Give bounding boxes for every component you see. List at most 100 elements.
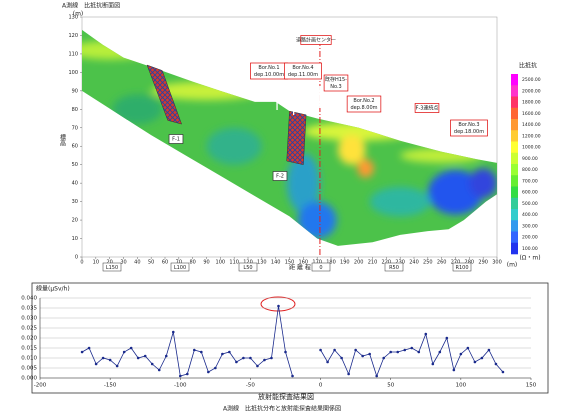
x-tick-label: 0 xyxy=(319,383,323,389)
y-tick-label: 60 xyxy=(72,144,78,150)
y-tick-label: 0.040 xyxy=(21,296,37,302)
y-tick-label: 0.025 xyxy=(21,326,37,332)
data-point xyxy=(326,361,329,364)
colorbar-swatch xyxy=(511,74,518,86)
data-point xyxy=(432,363,435,366)
colorbar-swatch xyxy=(511,175,518,187)
resistivity-zone xyxy=(400,148,483,163)
y-tick-label: 0.005 xyxy=(21,366,37,372)
x-tick-label: 40 xyxy=(134,260,140,266)
annotation-text: Bor.No.2 xyxy=(353,98,374,104)
y-tick-label: 130 xyxy=(68,15,78,21)
x-tick-label: 30 xyxy=(120,260,126,266)
colorbar-label: 1400.00 xyxy=(522,122,541,128)
data-point xyxy=(474,361,477,364)
data-point xyxy=(144,355,147,358)
line-title: 放射能探査結果図 xyxy=(258,392,314,401)
y-tick-label: 70 xyxy=(72,125,78,131)
data-point xyxy=(375,375,378,378)
data-point xyxy=(172,331,175,334)
colorbar-swatch xyxy=(511,164,518,176)
x-tick-label: 260 xyxy=(437,260,447,266)
colorbar-label: 700.00 xyxy=(522,178,538,184)
station-label: R100 xyxy=(455,265,468,271)
annotation-text: Bor.No.1 xyxy=(258,65,279,71)
data-point xyxy=(488,349,491,352)
colorbar-label: 100.00 xyxy=(522,246,538,252)
x-tick-label: 290 xyxy=(478,260,488,266)
data-point xyxy=(277,305,280,308)
y-label: 標高 xyxy=(59,133,66,147)
y-tick-label: 30 xyxy=(72,199,78,205)
colorbar-label: 300.00 xyxy=(522,223,538,229)
data-point xyxy=(130,347,133,350)
annotation-text: 道路計画センター xyxy=(296,37,336,44)
data-point xyxy=(502,371,505,374)
data-point xyxy=(137,357,140,360)
data-point xyxy=(228,351,231,354)
x-tick-label: -50 xyxy=(246,383,255,389)
x-tick-label: 300 xyxy=(492,260,502,266)
colorbar-label: 500.00 xyxy=(522,201,538,207)
data-point xyxy=(446,337,449,340)
data-point xyxy=(200,351,203,354)
data-point xyxy=(214,367,217,370)
data-point xyxy=(333,349,336,352)
x-tick-label: 240 xyxy=(409,260,419,266)
resistivity-zone xyxy=(469,168,497,198)
colorbar-swatch xyxy=(511,130,518,142)
y-tick-label: 0.010 xyxy=(21,356,37,362)
section-title: A測線 比抵抗断面図 xyxy=(62,2,120,10)
colorbar-swatch xyxy=(511,85,518,97)
annotation-text: F-2 xyxy=(276,174,284,180)
x-tick-label: 80 xyxy=(189,260,195,266)
data-point xyxy=(389,351,392,354)
colorbar-label: 1000.00 xyxy=(522,145,541,151)
data-point xyxy=(467,347,470,350)
data-point xyxy=(347,373,350,376)
data-point xyxy=(165,355,168,358)
y-tick-label: 110 xyxy=(68,51,78,57)
colorbar-swatch xyxy=(511,108,518,120)
resistivity-zone xyxy=(357,159,374,178)
x-tick-label: 210 xyxy=(368,260,378,266)
data-line xyxy=(82,306,503,376)
data-point xyxy=(186,373,189,376)
y-tick-label: 0.015 xyxy=(21,346,37,352)
data-point xyxy=(158,369,161,372)
data-point xyxy=(102,357,105,360)
annotation-text: dep.10.00m xyxy=(254,72,284,78)
colorbar-swatch xyxy=(511,97,518,109)
x-tick-label: 60 xyxy=(162,260,168,266)
data-point xyxy=(439,351,442,354)
resistivity-zone xyxy=(207,128,262,165)
data-point xyxy=(235,361,238,364)
annotation-text: Bor.No.3 xyxy=(458,122,479,128)
data-point xyxy=(481,357,484,360)
data-point xyxy=(221,353,224,356)
colorbar-label: 900.00 xyxy=(522,156,538,162)
colorbar-swatch xyxy=(511,209,518,221)
x-tick-label: 130 xyxy=(257,260,267,266)
data-point xyxy=(417,351,420,354)
annotation-text: No.3 xyxy=(330,84,341,90)
data-point xyxy=(354,349,357,352)
y-tick-label: 120 xyxy=(68,33,78,39)
x-tick-label: 150 xyxy=(526,383,537,389)
x-tick-label: 150 xyxy=(285,260,295,266)
station-label: L100 xyxy=(174,265,186,271)
y-tick-label: 0.035 xyxy=(21,306,37,312)
y-tick-label: 10 xyxy=(72,236,78,242)
y-tick-label: 0.000 xyxy=(21,376,37,382)
data-point xyxy=(340,357,343,360)
x-tick-label: 250 xyxy=(423,260,433,266)
y-tick-label: 80 xyxy=(72,107,78,113)
data-point xyxy=(403,349,406,352)
y-tick-label: 0 xyxy=(75,255,78,261)
data-point xyxy=(270,357,273,360)
y-tick-label: 50 xyxy=(72,162,78,168)
colorbar-label: 1800.00 xyxy=(522,100,541,106)
data-point xyxy=(453,369,456,372)
y-tick-label: 90 xyxy=(72,88,78,94)
